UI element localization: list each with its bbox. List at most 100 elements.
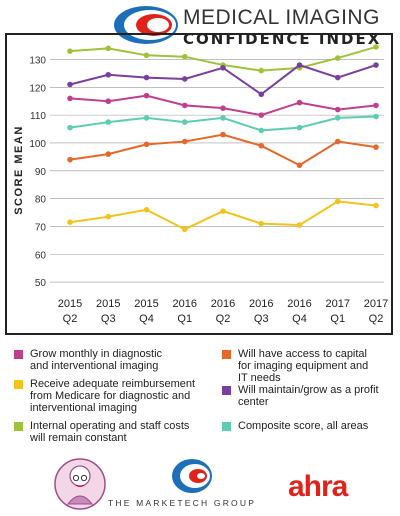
data-point bbox=[334, 138, 341, 145]
data-point bbox=[105, 151, 112, 157]
data-point bbox=[105, 45, 112, 52]
data-point bbox=[334, 115, 341, 121]
legend-label: Receive adequate reimbursement from Medi… bbox=[30, 378, 196, 414]
data-point bbox=[143, 52, 150, 59]
data-point bbox=[258, 142, 265, 149]
legend-swatch bbox=[14, 350, 23, 359]
data-point bbox=[143, 74, 150, 81]
data-point bbox=[373, 202, 379, 209]
x-tick-quarter: Q1 bbox=[330, 313, 345, 325]
series-1 bbox=[67, 62, 379, 98]
chart-frame bbox=[5, 33, 393, 335]
data-point bbox=[181, 53, 188, 60]
legend-label: Grow monthly in diagnostic and intervent… bbox=[30, 348, 163, 372]
data-point bbox=[181, 76, 188, 82]
data-point bbox=[258, 220, 265, 227]
legend-swatch bbox=[14, 380, 23, 389]
x-tick-year: 2016 bbox=[173, 298, 197, 310]
x-tick-year: 2016 bbox=[211, 298, 235, 310]
data-point bbox=[258, 91, 265, 98]
data-point bbox=[373, 44, 379, 50]
x-tick-labels: 2015 Q2 2015 Q3 2015 Q4 2016 Q1 2016 Q2 2016 Q3 2016… bbox=[58, 298, 388, 325]
legend-item-composite: Composite score, all areas bbox=[222, 420, 368, 432]
x-tick-year: 2016 bbox=[249, 298, 273, 310]
legend-label: Will have access to capital for imaging … bbox=[238, 348, 369, 384]
marketech-logo-icon bbox=[172, 459, 212, 493]
y-tick-label: 50 bbox=[35, 278, 47, 289]
legend-label: Will maintain/grow as a profit center bbox=[238, 384, 379, 408]
series-line bbox=[69, 200, 377, 231]
y-tick-labels: 50 60 70 80 90 100 110 120 130 bbox=[29, 55, 46, 289]
x-tick-year: 2015 bbox=[134, 298, 158, 310]
series-2 bbox=[67, 92, 379, 118]
legend-swatch bbox=[14, 422, 23, 431]
x-tick-year: 2015 bbox=[58, 298, 82, 310]
legend-swatch bbox=[222, 422, 231, 431]
data-point bbox=[334, 74, 341, 81]
data-point bbox=[105, 98, 112, 105]
series-4 bbox=[67, 131, 379, 169]
data-point bbox=[181, 119, 188, 125]
data-point bbox=[67, 156, 73, 163]
x-tick-quarter: Q1 bbox=[177, 313, 192, 325]
legend-item-internal-costs: Internal operating and staff costs will … bbox=[14, 420, 189, 444]
data-point bbox=[334, 55, 341, 61]
data-point bbox=[296, 222, 303, 228]
x-tick-quarter: Q4 bbox=[292, 313, 307, 325]
x-tick-year: 2015 bbox=[96, 298, 120, 310]
data-point bbox=[143, 141, 150, 148]
ahra-mascot-logo-icon bbox=[54, 458, 106, 510]
data-point bbox=[220, 131, 226, 138]
data-point bbox=[143, 92, 150, 99]
y-tick-label: 70 bbox=[35, 222, 47, 233]
y-tick-label: 120 bbox=[29, 83, 46, 94]
series-5 bbox=[67, 198, 379, 233]
data-point bbox=[143, 115, 150, 121]
data-point bbox=[105, 213, 112, 220]
x-tick-quarter: Q3 bbox=[254, 313, 269, 325]
legend-item-access-capital: Will have access to capital for imaging … bbox=[222, 348, 368, 384]
data-point bbox=[334, 106, 341, 113]
data-point bbox=[258, 67, 265, 74]
data-point bbox=[105, 71, 112, 78]
data-point bbox=[67, 95, 73, 102]
x-tick-year: 2016 bbox=[287, 298, 311, 310]
legend-label: Composite score, all areas bbox=[238, 420, 369, 432]
data-point bbox=[373, 102, 379, 109]
y-axis-label: SCORE MEAN bbox=[13, 125, 25, 215]
data-point bbox=[220, 65, 226, 71]
x-tick-quarter: Q4 bbox=[139, 313, 154, 325]
legend-item-grow-monthly: Grow monthly in diagnostic and intervent… bbox=[14, 348, 162, 372]
data-point bbox=[220, 105, 226, 111]
legend-item-profit-center: Will maintain/grow as a profit center bbox=[222, 384, 379, 408]
data-point bbox=[334, 198, 341, 205]
data-point bbox=[181, 138, 188, 145]
data-point bbox=[67, 219, 73, 226]
data-point bbox=[258, 112, 265, 118]
grid-lines bbox=[50, 59, 384, 283]
data-point bbox=[296, 162, 303, 169]
legend: Grow monthly in diagnostic and intervent… bbox=[0, 338, 400, 448]
data-point bbox=[67, 48, 73, 54]
y-tick-label: 80 bbox=[35, 195, 47, 206]
x-tick-quarter: Q3 bbox=[101, 313, 116, 325]
data-point bbox=[67, 81, 73, 88]
data-point bbox=[105, 119, 112, 125]
data-point bbox=[296, 62, 303, 68]
x-tick-year: 2017 bbox=[364, 298, 388, 310]
y-tick-label: 90 bbox=[35, 167, 47, 178]
x-tick-quarter: Q2 bbox=[369, 313, 384, 325]
data-point bbox=[181, 226, 188, 233]
y-tick-label: 130 bbox=[29, 55, 46, 66]
y-tick-label: 60 bbox=[35, 250, 47, 261]
data-point bbox=[67, 124, 73, 131]
x-tick-quarter: Q2 bbox=[63, 313, 78, 325]
data-point bbox=[143, 206, 150, 213]
footer: THE MARKETECH GROUP ahra bbox=[0, 450, 400, 516]
legend-swatch bbox=[222, 350, 231, 359]
data-point bbox=[258, 127, 265, 134]
x-tick-quarter: Q2 bbox=[216, 313, 231, 325]
legend-item-reimbursement: Receive adequate reimbursement from Medi… bbox=[14, 378, 195, 414]
legend-swatch bbox=[222, 386, 231, 395]
marketech-wordmark: THE MARKETECH GROUP bbox=[108, 498, 257, 508]
